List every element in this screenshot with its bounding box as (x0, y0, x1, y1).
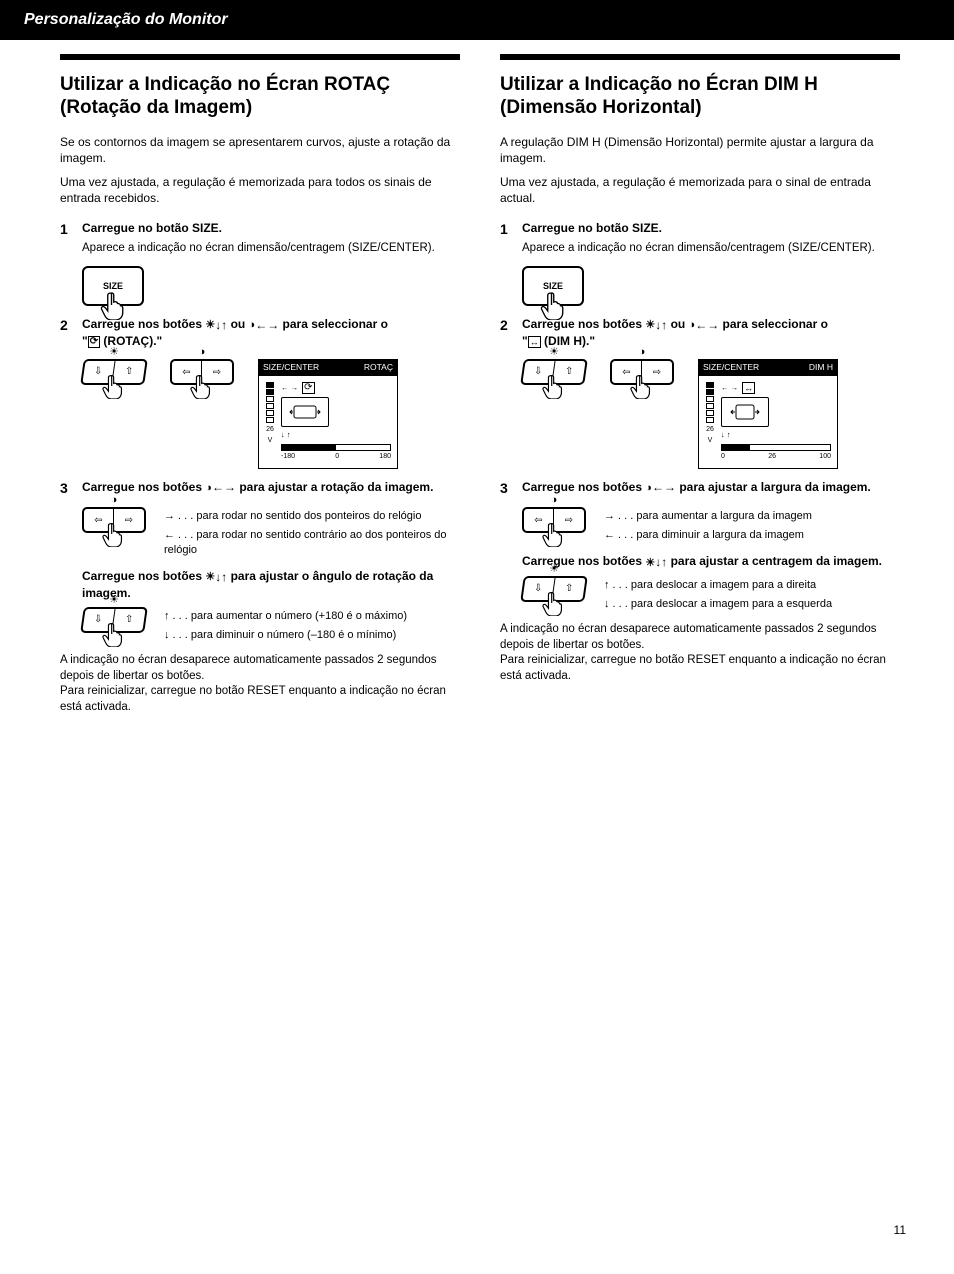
step-text: Carregue no botão SIZE. (82, 220, 460, 236)
contrast-keys[interactable]: ⇦⇨ (170, 359, 234, 385)
hand-icon (540, 590, 566, 618)
hand-icon (98, 290, 128, 320)
angle-desc-up: ↑ . . . para aumentar o número (+180 é o… (164, 609, 407, 624)
hand-icon (100, 621, 126, 649)
osd-screen-icon (721, 397, 769, 427)
right-title: Utilizar a Indicação no Écran DIM H (Dim… (500, 74, 900, 120)
size-button[interactable]: SIZE (522, 266, 584, 306)
center-desc: ↑ . . . para deslocar a imagem para a di… (604, 576, 832, 612)
header-title: Personalização do Monitor (24, 9, 228, 31)
right-illus-step2: ⇩⇧ ⇦⇨ SIZE/CENTER DIM H (522, 359, 900, 468)
brightness-keys[interactable]: ⇩⇧ (522, 359, 586, 385)
rotate-desc-ccw: ← . . . para rodar no sentido contrário … (164, 528, 460, 558)
osd-hbar: 0 26 100 (721, 444, 831, 461)
step-sub: Aparece a indicação no écran dimensão/ce… (522, 241, 900, 257)
left-step-1: 1 Carregue no botão SIZE. Aparece a indi… (60, 220, 460, 256)
left-note: Uma vez ajustada, a regulação é memoriza… (60, 174, 460, 206)
left-illus-step3: ⇦⇨ → . . . para rodar no sentido dos pon… (82, 507, 460, 558)
osd-vbar: 26 V (265, 382, 275, 446)
osd-h-value: 26 (768, 452, 776, 461)
hand-icon (538, 290, 568, 320)
step-text: Carregue no botão SIZE. (522, 220, 900, 236)
osd-title-right: DIM H (809, 362, 833, 373)
right-illus-step3: ⇦⇨ → . . . para aumentar a largura da im… (522, 507, 900, 543)
right-column: Utilizar a Indicação no Écran DIM H (Dim… (500, 54, 900, 715)
left-step-2: 2 Carregue nos botões ou para selecciona… (60, 316, 460, 349)
right-illus-center: ⇩⇧ ↑ . . . para deslocar a imagem para a… (522, 576, 900, 612)
osd-v-label: V (708, 436, 713, 445)
osd-hbar: -180 0 180 (281, 444, 391, 461)
brightness-keys[interactable]: ⇩⇧ (522, 576, 586, 602)
step-number: 3 (60, 479, 82, 498)
step-number: 3 (500, 479, 522, 498)
right-illus-size-btn: SIZE (522, 266, 900, 306)
left-end-note: A indicação no écran desaparece automati… (60, 653, 460, 715)
rotate-desc-cw: → . . . para rodar no sentido dos pontei… (164, 509, 460, 524)
contrast-icon (249, 316, 256, 333)
osd-h-value: 0 (335, 452, 339, 461)
angle-desc: ↑ . . . para aumentar o número (+180 é o… (164, 607, 407, 643)
step-text: Carregue nos botões ou para seleccionar … (522, 316, 900, 349)
osd-panel: SIZE/CENTER ROTAÇ 26 V ← → ⟳ ↓ ↑ (258, 359, 398, 468)
osd-v-label: V (268, 436, 273, 445)
hand-icon (100, 521, 126, 549)
right-step-1: 1 Carregue no botão SIZE. Aparece a indi… (500, 220, 900, 256)
step-text: Carregue nos botões ou para seleccionar … (82, 316, 460, 349)
left-column: Utilizar a Indicação no Écran ROTAÇ (Rot… (60, 54, 460, 715)
hand-icon (188, 373, 214, 401)
hand-icon (628, 373, 654, 401)
osd-v-value: 26 (266, 425, 274, 434)
right-note: Uma vez ajustada, a regulação é memoriza… (500, 174, 900, 206)
step-number: 1 (500, 220, 522, 256)
left-illus-size-btn: SIZE (82, 266, 460, 306)
right-end-note: A indicação no écran desaparece automati… (500, 622, 900, 684)
step-number: 2 (500, 316, 522, 349)
rotate-desc: → . . . para rodar no sentido dos pontei… (164, 507, 460, 558)
osd-vbar: 26 V (705, 382, 715, 446)
hand-icon (540, 521, 566, 549)
left-title: Utilizar a Indicação no Écran ROTAÇ (Rot… (60, 74, 460, 120)
right-intro: A regulação DIM H (Dimensão Horizontal) … (500, 134, 900, 166)
left-intro: Se os contornos da imagem se apresentare… (60, 134, 460, 166)
angle-desc-down: ↓ . . . para diminuir o número (–180 é o… (164, 628, 407, 643)
osd-title-left: SIZE/CENTER (263, 362, 319, 373)
sun-icon (205, 316, 215, 333)
osd-h-min: -180 (281, 452, 295, 461)
osd-screen-icon (281, 397, 329, 427)
osd-v-value: 26 (706, 425, 714, 434)
hand-icon (540, 373, 566, 401)
step-number: 1 (60, 220, 82, 256)
brightness-keys[interactable]: ⇩⇧ (82, 607, 146, 633)
right-step-2: 2 Carregue nos botões ou para selecciona… (500, 316, 900, 349)
osd-h-max: 100 (819, 452, 831, 461)
header-bar: Personalização do Monitor (0, 0, 954, 40)
brightness-keys[interactable]: ⇩⇧ (82, 359, 146, 385)
step-number: 2 (60, 316, 82, 349)
contrast-keys[interactable]: ⇦⇨ (82, 507, 146, 533)
contrast-keys[interactable]: ⇦⇨ (522, 507, 586, 533)
right-rule (500, 54, 900, 60)
left-illus-step2: ⇩⇧ ⇦⇨ SIZE/CENTER ROTAÇ (82, 359, 460, 468)
contrast-keys[interactable]: ⇦⇨ (610, 359, 674, 385)
step-sub: Aparece a indicação no écran dimensão/ce… (82, 241, 460, 257)
page-body: Utilizar a Indicação no Écran ROTAÇ (Rot… (0, 40, 954, 715)
osd-h-min: 0 (721, 452, 725, 461)
page-number: 11 (894, 1222, 906, 1238)
osd-panel: SIZE/CENTER DIM H 26 V ← → ↔ ↓ ↑ (698, 359, 838, 468)
width-desc-inc: → . . . para aumentar a largura da image… (604, 509, 812, 524)
osd-title-left: SIZE/CENTER (703, 362, 759, 373)
size-button[interactable]: SIZE (82, 266, 144, 306)
width-desc: → . . . para aumentar a largura da image… (604, 507, 812, 543)
hand-icon (100, 373, 126, 401)
osd-title-right: ROTAÇ (364, 362, 393, 373)
center-desc-up: ↑ . . . para deslocar a imagem para a di… (604, 578, 832, 593)
left-illus-angle: ⇩⇧ ↑ . . . para aumentar o número (+180 … (82, 607, 460, 643)
osd-h-max: 180 (379, 452, 391, 461)
width-desc-dec: ← . . . para diminuir a largura da image… (604, 528, 812, 543)
left-rule (60, 54, 460, 60)
center-desc-down: ↓ . . . para deslocar a imagem para a es… (604, 597, 832, 612)
